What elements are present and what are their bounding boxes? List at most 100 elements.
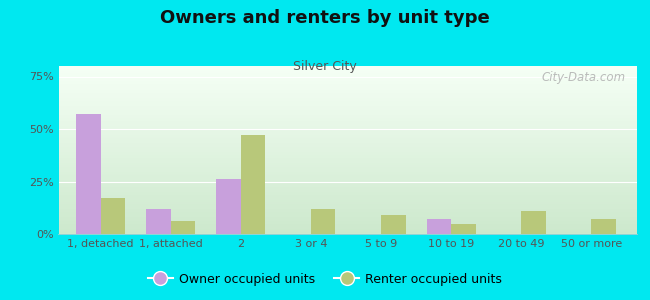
Bar bbox=[58, 190, 637, 192]
Bar bbox=[58, 169, 637, 170]
Bar bbox=[58, 175, 637, 177]
Bar bbox=[101, 198, 125, 234]
Bar bbox=[58, 125, 637, 127]
Bar bbox=[58, 78, 637, 80]
Bar bbox=[58, 229, 637, 231]
Bar bbox=[58, 215, 637, 217]
Bar bbox=[58, 172, 637, 173]
Bar bbox=[58, 89, 637, 91]
Bar bbox=[58, 231, 637, 232]
Bar bbox=[58, 164, 637, 165]
Bar bbox=[58, 226, 637, 227]
Bar bbox=[426, 219, 451, 234]
Bar bbox=[58, 180, 637, 182]
Bar bbox=[58, 200, 637, 202]
Bar bbox=[58, 136, 637, 138]
Bar bbox=[381, 215, 406, 234]
Text: Silver City: Silver City bbox=[293, 60, 357, 73]
Bar bbox=[58, 187, 637, 189]
Bar bbox=[58, 133, 637, 135]
Text: City-Data.com: City-Data.com bbox=[541, 71, 625, 84]
Bar bbox=[58, 217, 637, 219]
Bar bbox=[58, 227, 637, 229]
Bar bbox=[58, 150, 637, 152]
Bar bbox=[58, 106, 637, 108]
Bar bbox=[58, 131, 637, 133]
Bar bbox=[58, 197, 637, 199]
Bar bbox=[58, 66, 637, 68]
Bar bbox=[58, 147, 637, 148]
Bar bbox=[58, 145, 637, 147]
Bar bbox=[58, 177, 637, 178]
Bar bbox=[58, 202, 637, 204]
Bar bbox=[58, 224, 637, 226]
Bar bbox=[171, 221, 195, 234]
Bar bbox=[592, 219, 616, 234]
Bar bbox=[58, 88, 637, 89]
Bar bbox=[146, 209, 171, 234]
Bar bbox=[58, 162, 637, 164]
Bar bbox=[58, 207, 637, 209]
Bar bbox=[58, 69, 637, 71]
Bar bbox=[58, 185, 637, 187]
Bar bbox=[58, 96, 637, 98]
Bar bbox=[58, 220, 637, 222]
Legend: Owner occupied units, Renter occupied units: Owner occupied units, Renter occupied un… bbox=[143, 268, 507, 291]
Bar bbox=[58, 118, 637, 120]
Bar bbox=[58, 153, 637, 155]
Bar bbox=[58, 170, 637, 172]
Bar bbox=[58, 94, 637, 96]
Bar bbox=[58, 116, 637, 118]
Bar bbox=[58, 108, 637, 110]
Bar bbox=[58, 204, 637, 206]
Bar bbox=[58, 120, 637, 122]
Bar bbox=[58, 111, 637, 113]
Bar bbox=[58, 211, 637, 212]
Bar bbox=[76, 114, 101, 234]
Bar bbox=[58, 182, 637, 184]
Bar bbox=[58, 199, 637, 200]
Bar bbox=[58, 71, 637, 73]
Bar bbox=[58, 194, 637, 195]
Bar bbox=[58, 130, 637, 131]
Bar bbox=[58, 68, 637, 69]
Bar bbox=[58, 140, 637, 142]
Bar bbox=[58, 74, 637, 76]
Bar bbox=[58, 160, 637, 162]
Bar bbox=[240, 135, 265, 234]
Bar bbox=[58, 155, 637, 157]
Bar bbox=[58, 178, 637, 180]
Bar bbox=[58, 143, 637, 145]
Bar bbox=[58, 173, 637, 175]
Bar bbox=[58, 209, 637, 211]
Bar bbox=[58, 85, 637, 86]
Bar bbox=[58, 214, 637, 215]
Bar bbox=[58, 152, 637, 153]
Bar bbox=[58, 100, 637, 101]
Bar bbox=[58, 76, 637, 78]
Bar bbox=[58, 98, 637, 100]
Bar bbox=[451, 224, 476, 234]
Bar bbox=[58, 167, 637, 169]
Bar bbox=[58, 148, 637, 150]
Bar bbox=[58, 122, 637, 123]
Bar bbox=[58, 105, 637, 106]
Bar bbox=[58, 135, 637, 136]
Bar bbox=[58, 81, 637, 83]
Bar bbox=[58, 127, 637, 128]
Bar bbox=[58, 93, 637, 94]
Bar bbox=[58, 113, 637, 115]
Bar bbox=[216, 179, 240, 234]
Bar bbox=[58, 138, 637, 140]
Bar bbox=[58, 91, 637, 93]
Bar bbox=[58, 110, 637, 111]
Bar bbox=[58, 142, 637, 143]
Bar bbox=[58, 189, 637, 190]
Bar bbox=[58, 157, 637, 158]
Bar bbox=[58, 232, 637, 234]
Bar bbox=[58, 219, 637, 220]
Bar bbox=[58, 86, 637, 88]
Bar bbox=[58, 83, 637, 85]
Bar bbox=[521, 211, 546, 234]
Bar bbox=[58, 128, 637, 130]
